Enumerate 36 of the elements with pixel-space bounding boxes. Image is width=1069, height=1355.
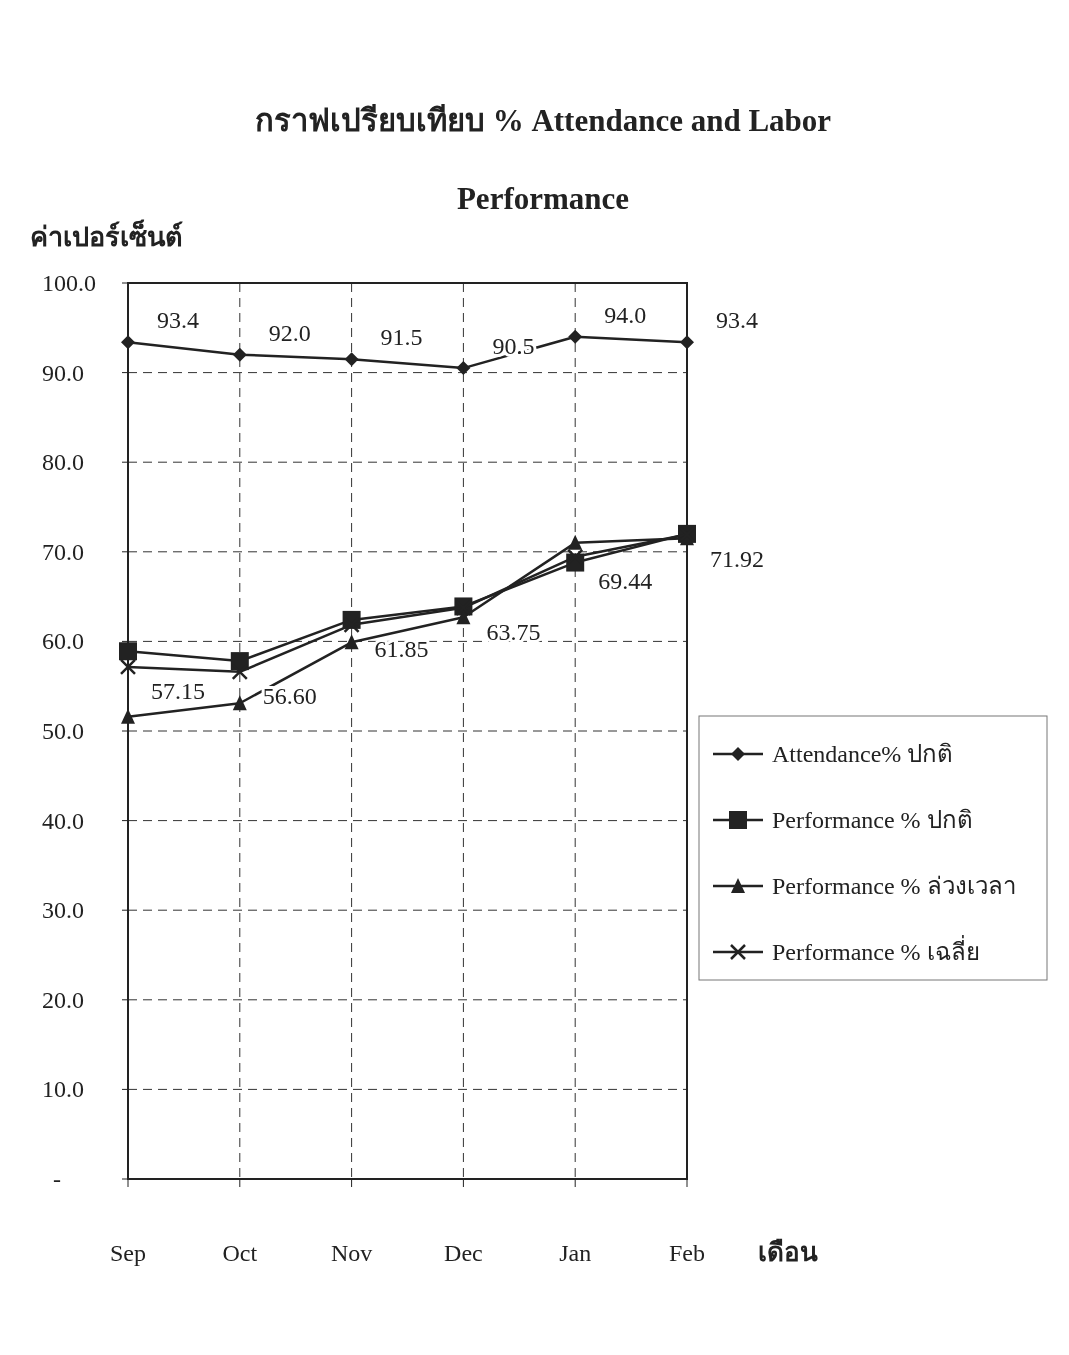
x-tick-label: Feb [669, 1240, 705, 1266]
data-label: 94.0 [604, 301, 647, 328]
legend-label: Performance % ปกติ [772, 807, 973, 833]
data-label: 91.5 [380, 324, 423, 351]
x-tick-label: Nov [330, 1240, 373, 1266]
y-tick-label: 40.0 [42, 807, 84, 834]
y-tick-label: 90.0 [42, 359, 84, 386]
x-tick-label: Oct [222, 1240, 258, 1266]
data-label: 71.92 [710, 545, 764, 572]
y-tick-label: 100.0 [42, 270, 96, 296]
y-tick-label: 10.0 [42, 1076, 84, 1103]
y-tick-label: 20.0 [42, 986, 84, 1013]
data-label: 93.4 [157, 307, 199, 334]
x-axis-title: เดือน [758, 1238, 818, 1267]
y-axis-title: ค่าเปอร์เซ็นต์ [30, 219, 183, 252]
y-tick-label: 50.0 [42, 718, 84, 744]
legend-label: Performance % ล่วงเวลา [772, 873, 1016, 899]
y-tick-label: 60.0 [42, 628, 84, 655]
data-label: 61.85 [374, 635, 429, 662]
legend-label: Performance % เฉลี่ย [772, 935, 980, 965]
y-tick-label: 70.0 [42, 538, 84, 565]
y-tick-label: 80.0 [42, 449, 84, 476]
y-tick-label: 30.0 [42, 897, 84, 924]
y-tick-label: - [53, 1166, 61, 1192]
chart-title: กราฟเปรียบเทียบ % Attendance and Labor Performance [254, 103, 832, 216]
x-tick-label: Dec [444, 1240, 483, 1266]
data-label: 56.60 [262, 682, 317, 709]
data-label: 90.5 [492, 333, 535, 360]
x-tick-label: Jan [559, 1240, 592, 1266]
data-label: 69.44 [598, 567, 653, 594]
data-label: 57.15 [151, 677, 205, 704]
data-label: 92.0 [268, 319, 311, 346]
data-label: 63.75 [486, 618, 541, 645]
legend-label: Attendance% ปกติ [772, 741, 954, 767]
data-label: 93.4 [716, 307, 758, 334]
x-tick-label: Sep [110, 1240, 146, 1266]
